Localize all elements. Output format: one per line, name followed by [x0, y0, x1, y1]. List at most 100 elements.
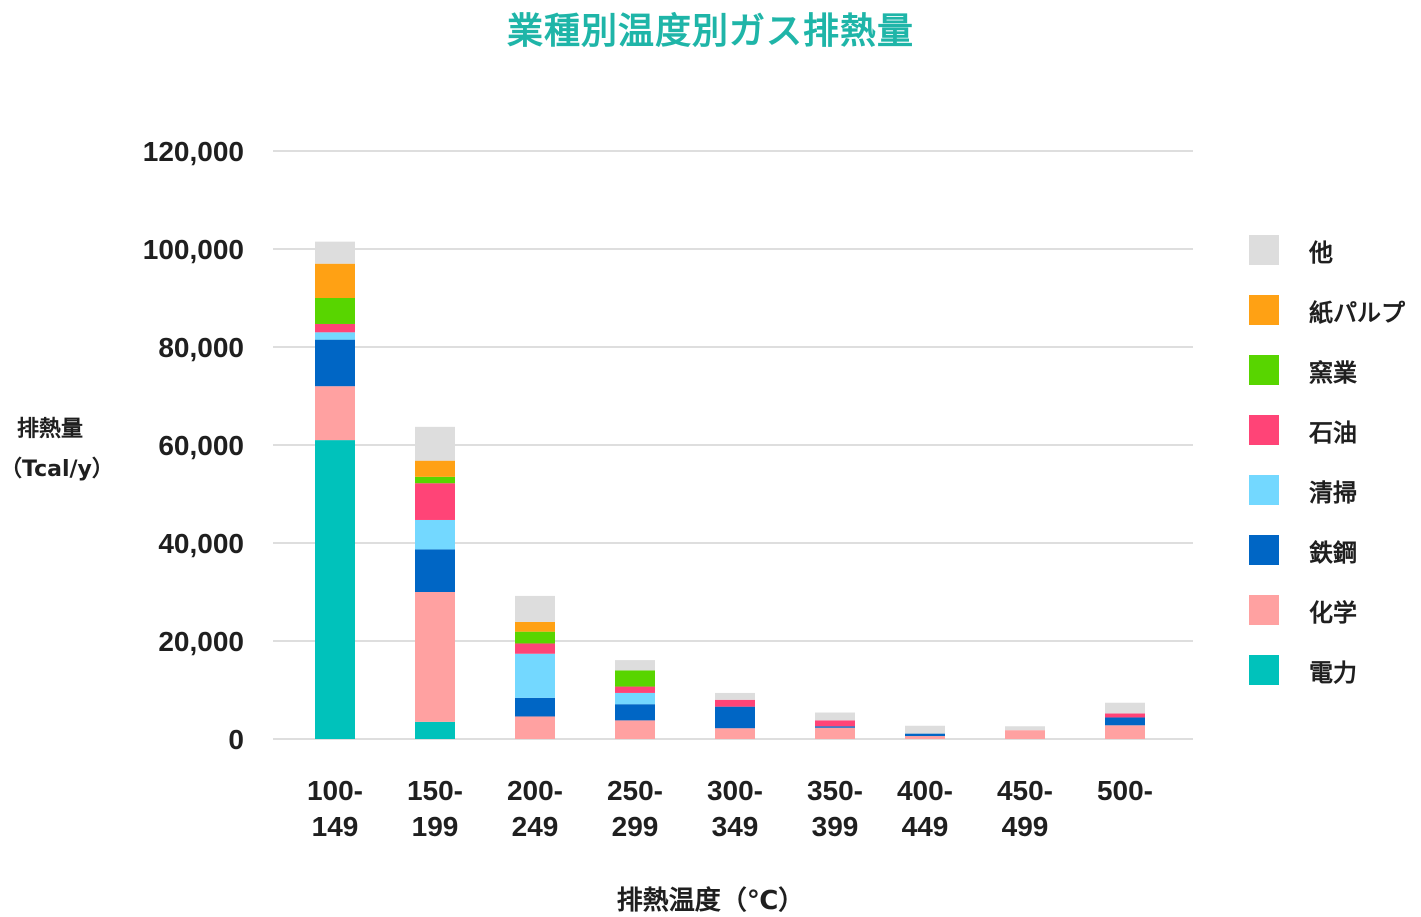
bar-segment — [415, 476, 455, 484]
legend-label: 窯業 — [1309, 358, 1357, 387]
x-axis-label: 排熱温度（℃） — [616, 886, 805, 916]
bar-segment — [1005, 730, 1045, 739]
bar-segment — [715, 728, 755, 739]
bar-segment — [415, 519, 455, 550]
x-tick-label: 200- — [507, 775, 563, 806]
bar-segment — [715, 706, 755, 729]
x-tick-label: 249 — [512, 811, 559, 842]
bar-segment — [815, 720, 855, 727]
legend-item: 鉄鋼 — [1249, 520, 1405, 580]
x-tick-label: 449 — [902, 811, 949, 842]
legend-swatch — [1249, 595, 1279, 625]
x-tick-label: 300- — [707, 775, 763, 806]
bar-segment — [515, 631, 555, 644]
legend-item: 電力 — [1249, 640, 1405, 700]
legend-item: 紙パルプ — [1249, 280, 1405, 340]
y-axis-label: 排熱量 （Tcal/y） — [0, 410, 114, 490]
bar-segment — [1005, 726, 1045, 731]
bar-segment — [615, 692, 655, 705]
y-tick-label: 60,000 — [158, 430, 244, 461]
x-tick-label: 150- — [407, 775, 463, 806]
bar-segment — [415, 483, 455, 520]
bar-segment — [315, 332, 355, 340]
bar-segment — [715, 692, 755, 700]
bar-segment — [615, 720, 655, 739]
bar-segment — [615, 704, 655, 721]
bar-segment — [415, 549, 455, 592]
bar-segment — [815, 712, 855, 721]
bar-segment — [315, 241, 355, 264]
legend-item: 他 — [1249, 220, 1405, 280]
legend-label: 化学 — [1309, 598, 1357, 627]
bar-segment — [415, 721, 455, 739]
legend-label: 紙パルプ — [1309, 298, 1405, 327]
bar-segment — [815, 726, 855, 728]
bar-segment — [1105, 717, 1145, 726]
x-tick-label: 199 — [412, 811, 459, 842]
legend-swatch — [1249, 655, 1279, 685]
bar-segment — [515, 643, 555, 654]
y-axis-label-line: （Tcal/y） — [0, 457, 114, 482]
bar-segment — [515, 653, 555, 698]
bar-segment — [315, 386, 355, 441]
x-tick-label: 250- — [607, 775, 663, 806]
legend-swatch — [1249, 475, 1279, 505]
bar-segment — [315, 263, 355, 298]
x-tick-label: 149 — [312, 811, 359, 842]
bar-segment — [415, 592, 455, 722]
y-tick-label: 100,000 — [143, 234, 244, 265]
bar-segment — [515, 621, 555, 632]
bar-segment — [315, 440, 355, 739]
bar-segment — [415, 426, 455, 461]
legend-label: 鉄鋼 — [1309, 538, 1357, 567]
x-tick-label: 500- — [1097, 775, 1153, 806]
y-tick-label: 20,000 — [158, 626, 244, 657]
y-axis-label-line: 排熱量 — [16, 417, 83, 442]
x-tick-label: 399 — [812, 811, 859, 842]
legend-swatch — [1249, 295, 1279, 325]
x-tick-label: 400- — [897, 775, 953, 806]
bar-segment — [1105, 702, 1145, 714]
legend-label: 清掃 — [1309, 478, 1357, 507]
legend-item: 窯業 — [1249, 340, 1405, 400]
bar-segment — [905, 733, 945, 737]
x-tick-label: 299 — [612, 811, 659, 842]
x-tick-label: 350- — [807, 775, 863, 806]
bar-segment — [315, 298, 355, 324]
legend-item: 化学 — [1249, 580, 1405, 640]
y-tick-label: 120,000 — [143, 136, 244, 167]
bar-segment — [415, 460, 455, 477]
x-tick-label: 100- — [307, 775, 363, 806]
bar-segment — [715, 699, 755, 707]
bar-segment — [615, 670, 655, 687]
x-tick-label: 349 — [712, 811, 759, 842]
bar-segment — [315, 323, 355, 333]
chart-title: 業種別温度別ガス排熱量 — [506, 11, 914, 52]
x-tick-label: 450- — [997, 775, 1053, 806]
legend-swatch — [1249, 235, 1279, 265]
bar-segment — [615, 660, 655, 671]
bar-segment — [315, 339, 355, 387]
bar-segment — [905, 736, 945, 739]
legend-swatch — [1249, 355, 1279, 385]
y-axis-label-text: 排熱量 （Tcal/y） — [0, 410, 114, 490]
bar-segment — [615, 686, 655, 693]
x-tick-label: 499 — [1002, 811, 1049, 842]
bar-segment — [1105, 725, 1145, 739]
legend-item: 清掃 — [1249, 460, 1405, 520]
legend-label: 他 — [1309, 238, 1333, 267]
legend-swatch — [1249, 535, 1279, 565]
legend: 他紙パルプ窯業石油清掃鉄鋼化学電力 — [1249, 220, 1405, 700]
bar-segment — [515, 697, 555, 717]
legend-label: 電力 — [1309, 658, 1357, 687]
bar-segment — [515, 595, 555, 622]
legend-swatch — [1249, 415, 1279, 445]
bar-segment — [815, 727, 855, 739]
y-tick-label: 0 — [228, 724, 244, 755]
bar-segment — [515, 716, 555, 739]
y-tick-label: 80,000 — [158, 332, 244, 363]
legend-label: 石油 — [1309, 418, 1357, 447]
bar-segment — [1105, 713, 1145, 718]
bar-segment — [905, 725, 945, 734]
